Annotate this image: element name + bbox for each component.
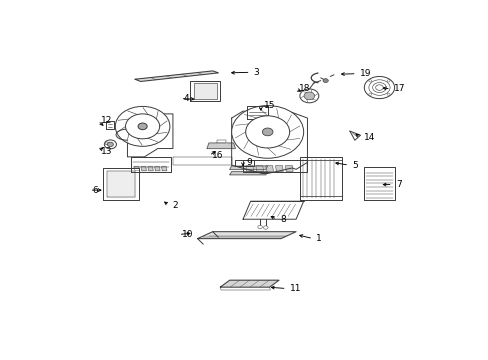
Text: 13: 13 <box>101 147 112 156</box>
Circle shape <box>257 225 262 229</box>
Polygon shape <box>105 141 110 146</box>
Polygon shape <box>265 166 273 171</box>
Text: 7: 7 <box>395 180 401 189</box>
Circle shape <box>299 89 318 103</box>
Text: 6: 6 <box>92 186 98 195</box>
Text: 18: 18 <box>299 85 310 94</box>
Text: 8: 8 <box>280 215 285 224</box>
Polygon shape <box>246 106 267 118</box>
Circle shape <box>262 128 272 136</box>
Circle shape <box>125 114 159 139</box>
Text: 17: 17 <box>393 85 405 94</box>
Polygon shape <box>106 171 135 197</box>
Polygon shape <box>197 232 296 239</box>
Circle shape <box>107 142 113 147</box>
Polygon shape <box>255 166 263 171</box>
Circle shape <box>115 107 169 146</box>
Circle shape <box>263 226 267 229</box>
Polygon shape <box>235 159 254 166</box>
Circle shape <box>386 93 389 95</box>
Circle shape <box>368 80 371 82</box>
Circle shape <box>323 79 327 82</box>
Text: 12: 12 <box>101 116 112 125</box>
Polygon shape <box>299 157 341 200</box>
Text: 19: 19 <box>359 69 370 78</box>
Polygon shape <box>102 168 139 200</box>
Polygon shape <box>189 81 220 102</box>
Text: 1: 1 <box>316 234 321 243</box>
Polygon shape <box>127 114 173 157</box>
Polygon shape <box>364 167 394 200</box>
Polygon shape <box>245 166 253 171</box>
Polygon shape <box>285 166 292 171</box>
Text: 2: 2 <box>172 201 178 210</box>
Polygon shape <box>135 71 218 81</box>
Circle shape <box>364 76 394 99</box>
Circle shape <box>245 116 289 148</box>
Text: 11: 11 <box>289 284 301 293</box>
Polygon shape <box>193 84 216 99</box>
Circle shape <box>368 93 371 95</box>
Polygon shape <box>220 280 279 287</box>
Polygon shape <box>216 140 225 143</box>
Circle shape <box>104 140 116 149</box>
Circle shape <box>138 123 147 130</box>
Polygon shape <box>154 167 160 171</box>
Polygon shape <box>349 131 360 140</box>
Circle shape <box>231 105 303 158</box>
Polygon shape <box>206 143 235 149</box>
Polygon shape <box>275 166 283 171</box>
Circle shape <box>304 92 314 100</box>
Text: 5: 5 <box>351 161 357 170</box>
Polygon shape <box>147 167 153 171</box>
Polygon shape <box>229 166 267 169</box>
Text: 16: 16 <box>211 151 223 160</box>
Polygon shape <box>161 167 166 171</box>
Polygon shape <box>134 167 139 171</box>
Polygon shape <box>173 157 231 165</box>
Polygon shape <box>105 121 114 129</box>
Polygon shape <box>141 167 146 171</box>
Polygon shape <box>229 172 267 175</box>
Text: 4: 4 <box>183 94 189 103</box>
Text: 10: 10 <box>181 230 193 239</box>
Text: 15: 15 <box>264 101 275 110</box>
Polygon shape <box>243 159 307 172</box>
Text: 9: 9 <box>245 158 251 167</box>
Circle shape <box>386 80 389 82</box>
Text: 14: 14 <box>363 133 374 142</box>
Polygon shape <box>131 157 171 172</box>
Polygon shape <box>231 110 307 174</box>
Polygon shape <box>243 201 303 219</box>
Text: 3: 3 <box>253 68 259 77</box>
